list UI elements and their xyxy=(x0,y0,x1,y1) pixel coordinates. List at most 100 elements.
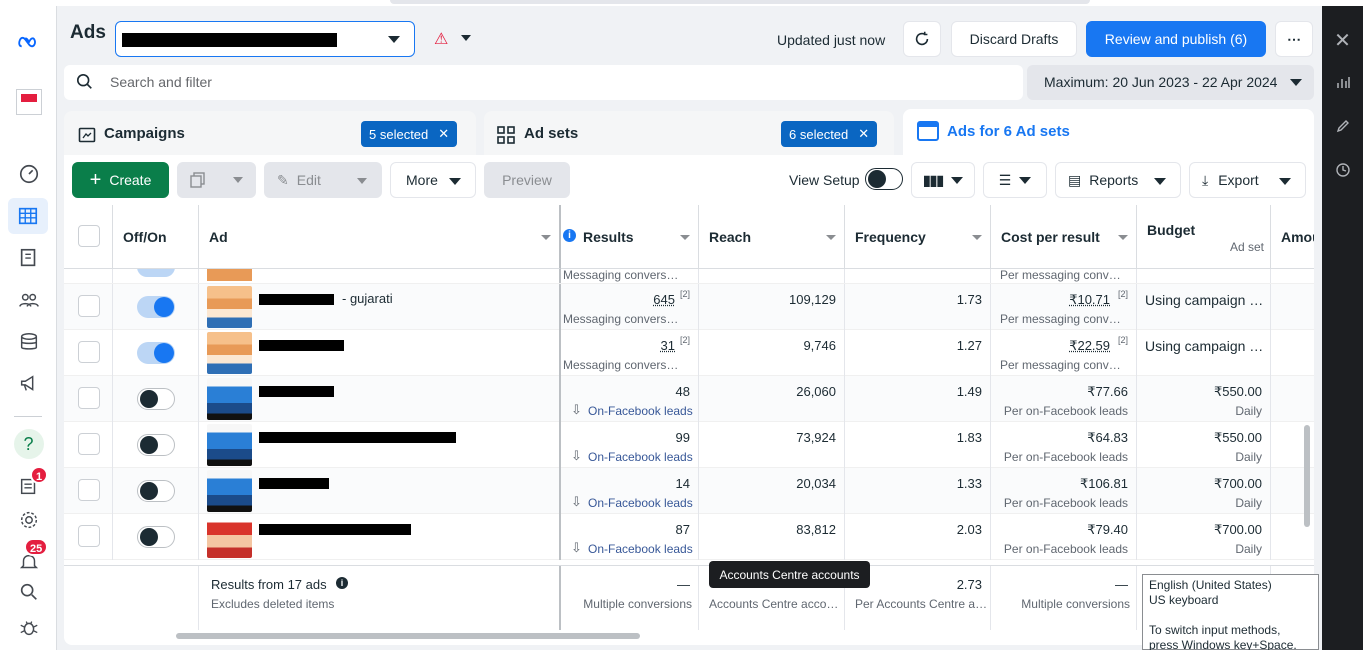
frequency-value: 2.03 xyxy=(957,522,982,537)
campaigns-selected-chip[interactable]: 5 selected ✕ xyxy=(361,121,457,147)
tab-campaigns[interactable]: Campaigns 5 selected ✕ xyxy=(64,111,476,157)
edit-label: Edit xyxy=(297,172,321,188)
more-options-button[interactable]: ⋯ xyxy=(1275,21,1313,57)
column-budget[interactable]: Budget Ad set xyxy=(1137,205,1271,269)
sort-icon[interactable] xyxy=(1118,235,1128,240)
column-ad[interactable]: Ad xyxy=(199,205,561,269)
columns-button[interactable]: ▮▮▮ xyxy=(911,162,975,198)
refresh-icon xyxy=(913,30,931,48)
reports-button[interactable]: ▤ Reports xyxy=(1055,162,1181,198)
discard-drafts-button[interactable]: Discard Drafts xyxy=(951,21,1077,57)
warning-chevron-icon[interactable] xyxy=(461,35,471,41)
vertical-scrollbar[interactable] xyxy=(1304,425,1310,527)
review-publish-button[interactable]: Review and publish (6) xyxy=(1086,21,1266,57)
ad-thumbnail[interactable] xyxy=(207,286,252,328)
row-checkbox[interactable] xyxy=(78,295,100,317)
sort-icon[interactable] xyxy=(972,235,982,240)
ads-report-icon[interactable] xyxy=(0,468,57,504)
column-off-on[interactable]: Off/On xyxy=(113,205,199,269)
ad-toggle[interactable] xyxy=(137,388,175,410)
row-checkbox[interactable] xyxy=(78,433,100,455)
ad-thumbnail[interactable] xyxy=(207,332,252,374)
database-icon[interactable] xyxy=(0,324,57,360)
help-icon[interactable]: ? xyxy=(0,426,57,462)
horizontal-scrollbar[interactable] xyxy=(176,633,640,639)
megaphone-icon[interactable] xyxy=(0,366,57,402)
cpr-note[interactable]: [2] xyxy=(1118,289,1128,299)
pages-icon[interactable] xyxy=(0,240,57,276)
tab-ads[interactable]: Ads for 6 Ad sets xyxy=(903,109,1314,157)
audience-icon[interactable] xyxy=(0,282,57,318)
bug-icon[interactable] xyxy=(0,610,57,646)
sort-icon[interactable] xyxy=(541,235,551,240)
row-checkbox[interactable] xyxy=(78,479,100,501)
results-note[interactable]: [2] xyxy=(680,335,690,345)
close-icon[interactable]: ✕ xyxy=(1322,28,1363,53)
ad-toggle[interactable] xyxy=(137,342,175,364)
ad-thumbnail[interactable] xyxy=(207,378,252,420)
duplicate-button[interactable] xyxy=(177,162,256,198)
pencil-icon[interactable] xyxy=(1322,118,1363,139)
sort-icon[interactable] xyxy=(680,235,690,240)
column-results[interactable]: i Results xyxy=(561,205,699,269)
table-row[interactable]: 31 [2] Messaging convers… 9,746 1.27 ₹22.… xyxy=(64,330,1314,376)
meta-logo[interactable] xyxy=(0,24,57,60)
row-checkbox[interactable] xyxy=(78,341,100,363)
adsets-selected-chip[interactable]: 6 selected ✕ xyxy=(781,121,877,147)
results-note[interactable]: [2] xyxy=(680,289,690,299)
warning-icon[interactable]: ⚠ xyxy=(434,29,448,49)
search-icon[interactable] xyxy=(0,574,57,610)
results-type[interactable]: On-Facebook leads xyxy=(588,496,693,510)
preview-button[interactable]: Preview xyxy=(484,162,570,198)
date-range-picker[interactable]: Maximum: 20 Jun 2023 - 22 Apr 2024 xyxy=(1027,65,1314,100)
search-input[interactable]: Search and filter xyxy=(110,74,212,90)
ad-thumbnail[interactable] xyxy=(207,424,252,466)
ad-name-suffix[interactable]: - gujarati xyxy=(342,291,393,306)
sort-icon[interactable] xyxy=(826,235,836,240)
clear-icon[interactable]: ✕ xyxy=(438,126,449,142)
export-button[interactable]: ⤓ Export xyxy=(1189,162,1306,198)
table-icon[interactable] xyxy=(8,198,48,234)
ad-toggle[interactable] xyxy=(137,526,175,548)
header-select-all[interactable] xyxy=(64,205,113,269)
table-row[interactable]: 48 ⇩ On-Facebook leads 26,060 1.49 ₹77.66… xyxy=(64,376,1314,422)
table-row[interactable]: - gujarati 645 [2] Messaging convers… 109… xyxy=(64,284,1314,330)
ad-toggle[interactable] xyxy=(137,480,175,502)
results-type[interactable]: On-Facebook leads xyxy=(588,404,693,418)
account-icon[interactable] xyxy=(0,84,57,120)
more-button[interactable]: More xyxy=(390,162,476,198)
tab-ad-sets[interactable]: Ad sets 6 selected ✕ xyxy=(484,111,894,157)
ad-toggle[interactable] xyxy=(137,296,175,318)
chart-icon[interactable] xyxy=(1322,74,1363,95)
settings-icon[interactable] xyxy=(0,502,57,538)
ad-thumbnail[interactable] xyxy=(207,516,252,558)
dashboard-icon[interactable] xyxy=(0,156,57,192)
column-amount[interactable]: Amou xyxy=(1271,205,1314,269)
table-row[interactable]: 99 ⇩ On-Facebook leads 73,924 1.83 ₹64.83… xyxy=(64,422,1314,468)
results-type[interactable]: On-Facebook leads xyxy=(588,542,693,556)
results-type[interactable]: On-Facebook leads xyxy=(588,450,693,464)
ad-thumbnail[interactable] xyxy=(207,470,252,512)
table-row[interactable]: 14 ⇩ On-Facebook leads 20,034 1.33 ₹106.8… xyxy=(64,468,1314,514)
info-icon[interactable]: i xyxy=(563,229,576,242)
search-bar[interactable]: Search and filter xyxy=(64,65,1023,100)
table-row[interactable]: 87 ⇩ On-Facebook leads 83,812 2.03 ₹79.40… xyxy=(64,514,1314,560)
cpr-note[interactable]: [2] xyxy=(1118,335,1128,345)
clear-icon[interactable]: ✕ xyxy=(858,126,869,142)
column-cost-per-result[interactable]: Cost per result xyxy=(991,205,1137,269)
breakdown-button[interactable]: ☰ xyxy=(983,162,1047,198)
edit-button[interactable]: ✎ Edit xyxy=(264,162,382,198)
select-all-checkbox[interactable] xyxy=(78,225,100,247)
column-frequency[interactable]: Frequency xyxy=(845,205,991,269)
row-checkbox[interactable] xyxy=(78,387,100,409)
row-checkbox[interactable] xyxy=(78,525,100,547)
column-reach[interactable]: Reach xyxy=(699,205,845,269)
ad-toggle[interactable] xyxy=(137,434,175,456)
refresh-button[interactable] xyxy=(903,21,941,57)
create-button[interactable]: + Create xyxy=(72,162,169,198)
info-icon[interactable]: i xyxy=(336,577,348,589)
view-setup-toggle[interactable] xyxy=(865,168,903,190)
budget-period: Daily xyxy=(1235,542,1262,556)
clock-icon[interactable] xyxy=(1322,162,1363,183)
account-selector[interactable] xyxy=(115,21,415,57)
